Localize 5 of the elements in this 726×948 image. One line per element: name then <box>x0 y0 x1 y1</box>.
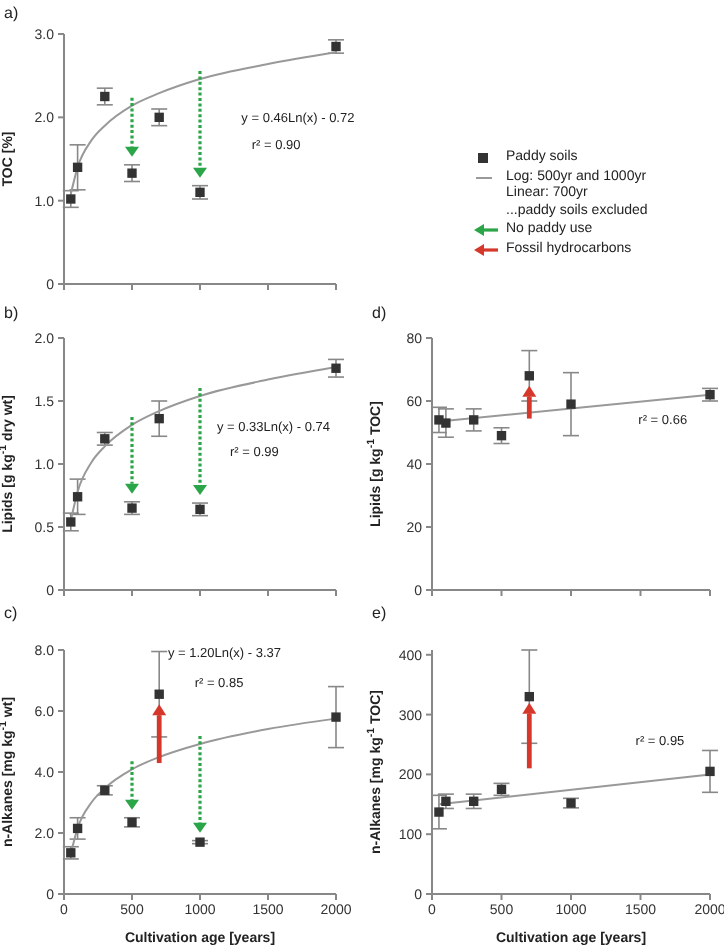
chart-title: e) <box>372 604 387 622</box>
chart-title: b) <box>4 304 19 322</box>
chart-title: d) <box>372 304 387 322</box>
chart-title: a) <box>4 4 19 22</box>
chart-title: c) <box>4 604 18 622</box>
